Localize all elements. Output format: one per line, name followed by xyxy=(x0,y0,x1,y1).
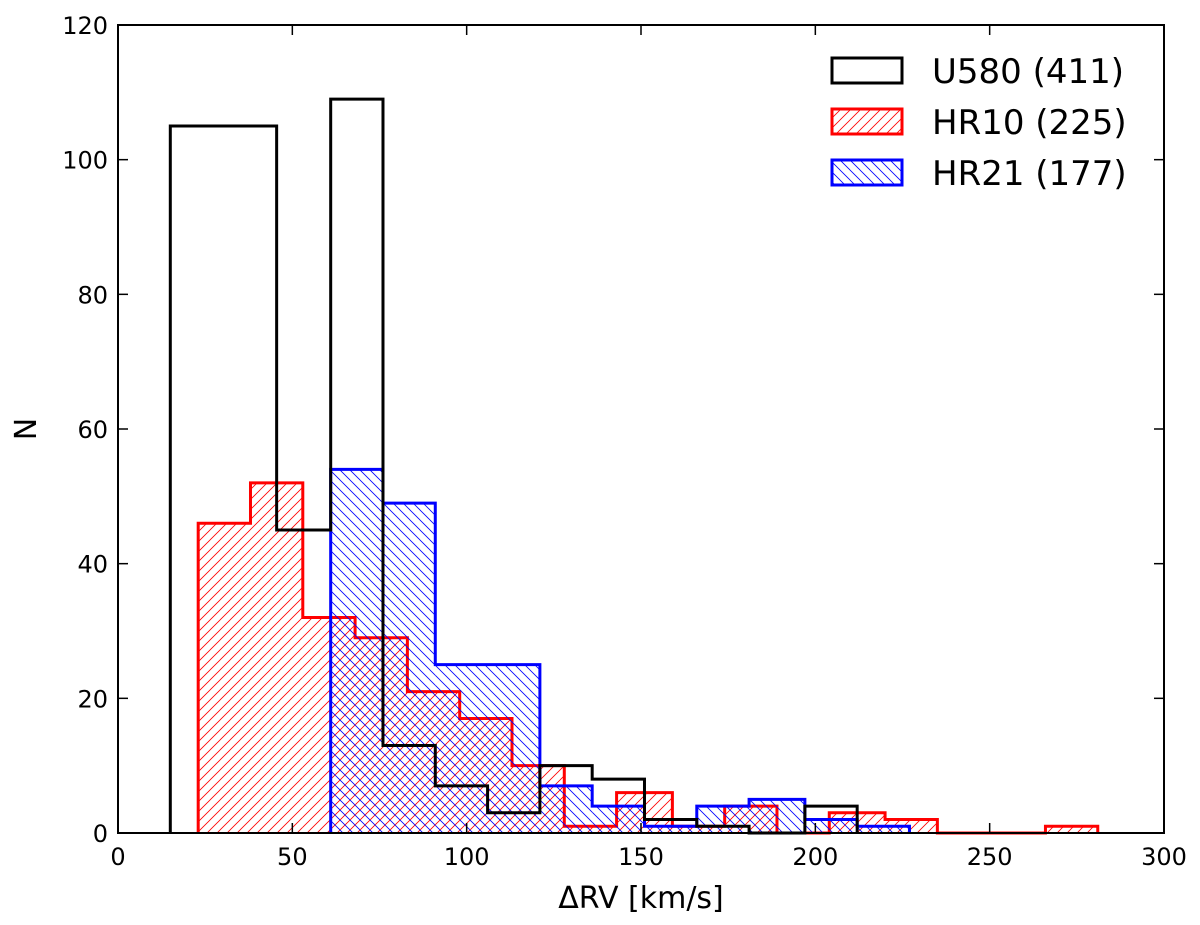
x-tick-label: 300 xyxy=(1141,843,1187,871)
plot-area xyxy=(168,97,1100,835)
histogram-bin-fill xyxy=(330,469,383,833)
histogram-bin-fill xyxy=(804,819,858,833)
y-tick-label: 80 xyxy=(77,281,108,309)
legend-swatch xyxy=(830,107,904,136)
histogram-bin-fill xyxy=(539,785,593,833)
histogram-bin-fill xyxy=(250,482,303,833)
x-tick-label: 250 xyxy=(967,843,1013,871)
histogram-bin-fill xyxy=(198,523,251,833)
series-2 xyxy=(329,467,911,833)
histogram-bin-fill xyxy=(487,664,540,833)
x-tick-label: 100 xyxy=(444,843,490,871)
legend-label: HR10 (225) xyxy=(932,103,1127,143)
histogram-outline xyxy=(168,97,859,835)
histogram-bin-fill xyxy=(1045,826,1098,833)
x-tick-label: 150 xyxy=(618,843,664,871)
legend-swatch xyxy=(830,158,904,187)
y-tick-label: 0 xyxy=(93,820,108,848)
y-tick-label: 40 xyxy=(77,551,108,579)
legend: U580 (411) HR10 (225) HR21 (177) xyxy=(830,52,1127,194)
x-tick-label: 200 xyxy=(792,843,838,871)
legend-label: U580 (411) xyxy=(932,52,1124,92)
histogram-bin-fill xyxy=(749,799,805,833)
x-axis-label: ΔRV [km/s] xyxy=(558,881,724,916)
histogram-bin-fill xyxy=(435,664,488,833)
legend-swatch-bg xyxy=(832,58,902,83)
y-tick-label: 20 xyxy=(77,685,108,713)
histogram-bin-fill xyxy=(696,806,750,833)
y-tick-label: 120 xyxy=(62,12,108,40)
y-tick-label: 60 xyxy=(77,416,108,444)
legend-label: HR21 (177) xyxy=(932,154,1127,194)
y-tick-label: 100 xyxy=(62,147,108,175)
x-tick-label: 0 xyxy=(110,843,125,871)
histogram-bin-fill xyxy=(857,826,910,833)
histogram-bin-fill xyxy=(592,806,645,833)
axes: 0 50 100 150 200 250 300 0 20 40 60 80 100 120 xyxy=(62,12,1187,871)
legend-swatch xyxy=(830,56,904,85)
histogram-bin-fill xyxy=(382,503,436,833)
y-axis-label: N xyxy=(9,418,44,440)
histogram-bin-fill xyxy=(644,826,697,833)
x-tick-label: 50 xyxy=(277,843,308,871)
series-0 xyxy=(168,97,859,835)
